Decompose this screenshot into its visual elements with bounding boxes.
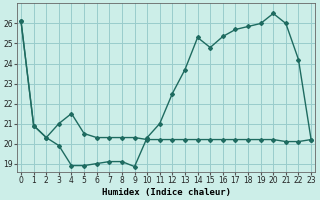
X-axis label: Humidex (Indice chaleur): Humidex (Indice chaleur) bbox=[101, 188, 231, 197]
